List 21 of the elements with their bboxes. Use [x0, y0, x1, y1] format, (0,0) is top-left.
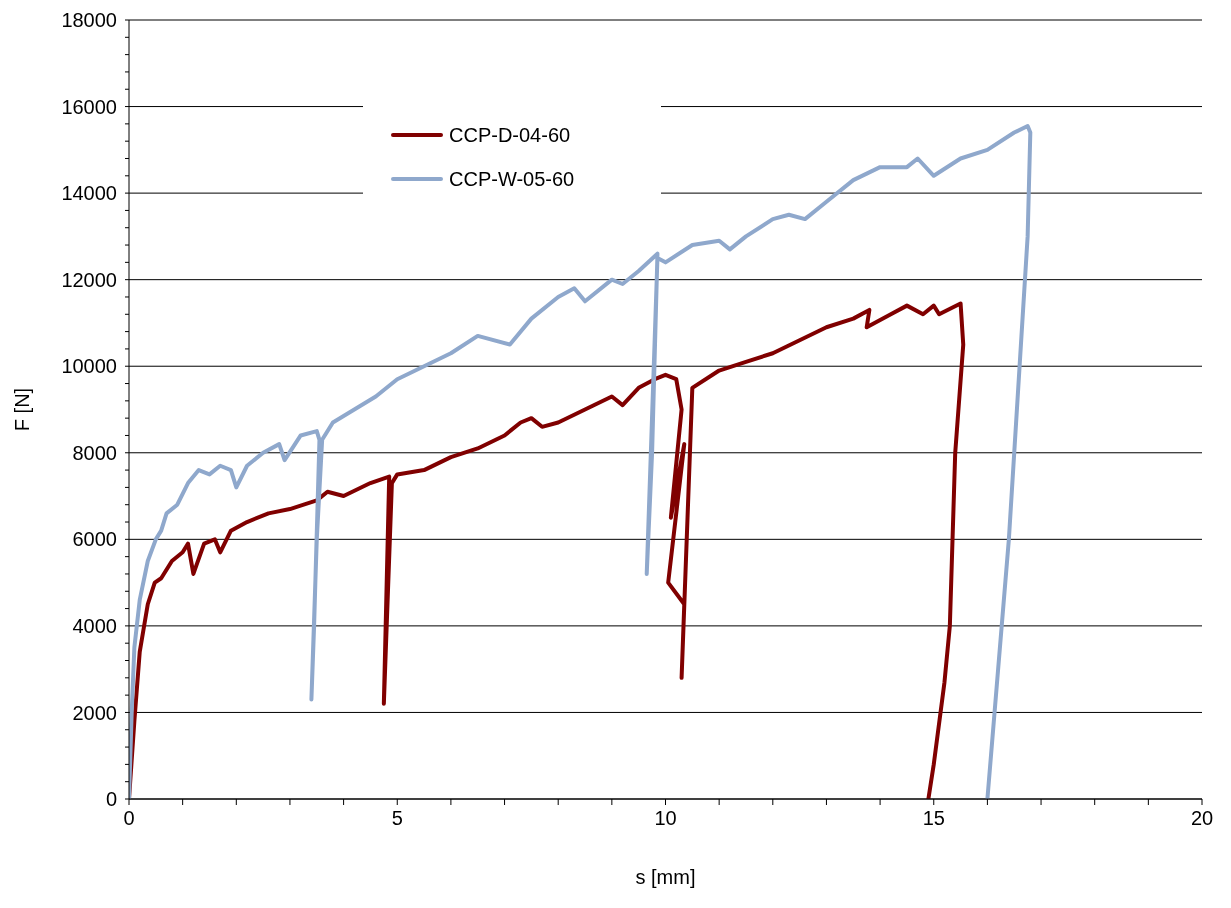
legend-label: CCP-D-04-60 — [449, 123, 571, 147]
x-tick-label: 10 — [654, 807, 677, 830]
y-tick-label: 10000 — [61, 355, 117, 378]
y-axis-title: F [N] — [11, 387, 34, 432]
x-axis-title: s [mm] — [635, 866, 696, 888]
y-tick-label: 2000 — [72, 701, 117, 724]
line-series — [129, 301, 966, 799]
y-tick-label: 18000 — [61, 9, 117, 32]
line-series — [129, 124, 1033, 799]
y-tick-label: 16000 — [61, 95, 117, 118]
y-tick-label: 12000 — [61, 268, 117, 291]
x-tick-label: 15 — [922, 807, 945, 830]
y-tick-label: 6000 — [72, 528, 117, 551]
y-tick-label: 4000 — [72, 614, 117, 637]
y-tick-label: 8000 — [72, 441, 117, 464]
y-tick-label: 14000 — [61, 182, 117, 205]
x-tick-label: 5 — [391, 807, 403, 830]
y-tick-label: 0 — [105, 788, 117, 811]
x-tick-label: 20 — [1190, 807, 1214, 830]
legend-label: CCP-W-05-60 — [449, 167, 575, 191]
x-tick-label: 0 — [123, 807, 135, 830]
